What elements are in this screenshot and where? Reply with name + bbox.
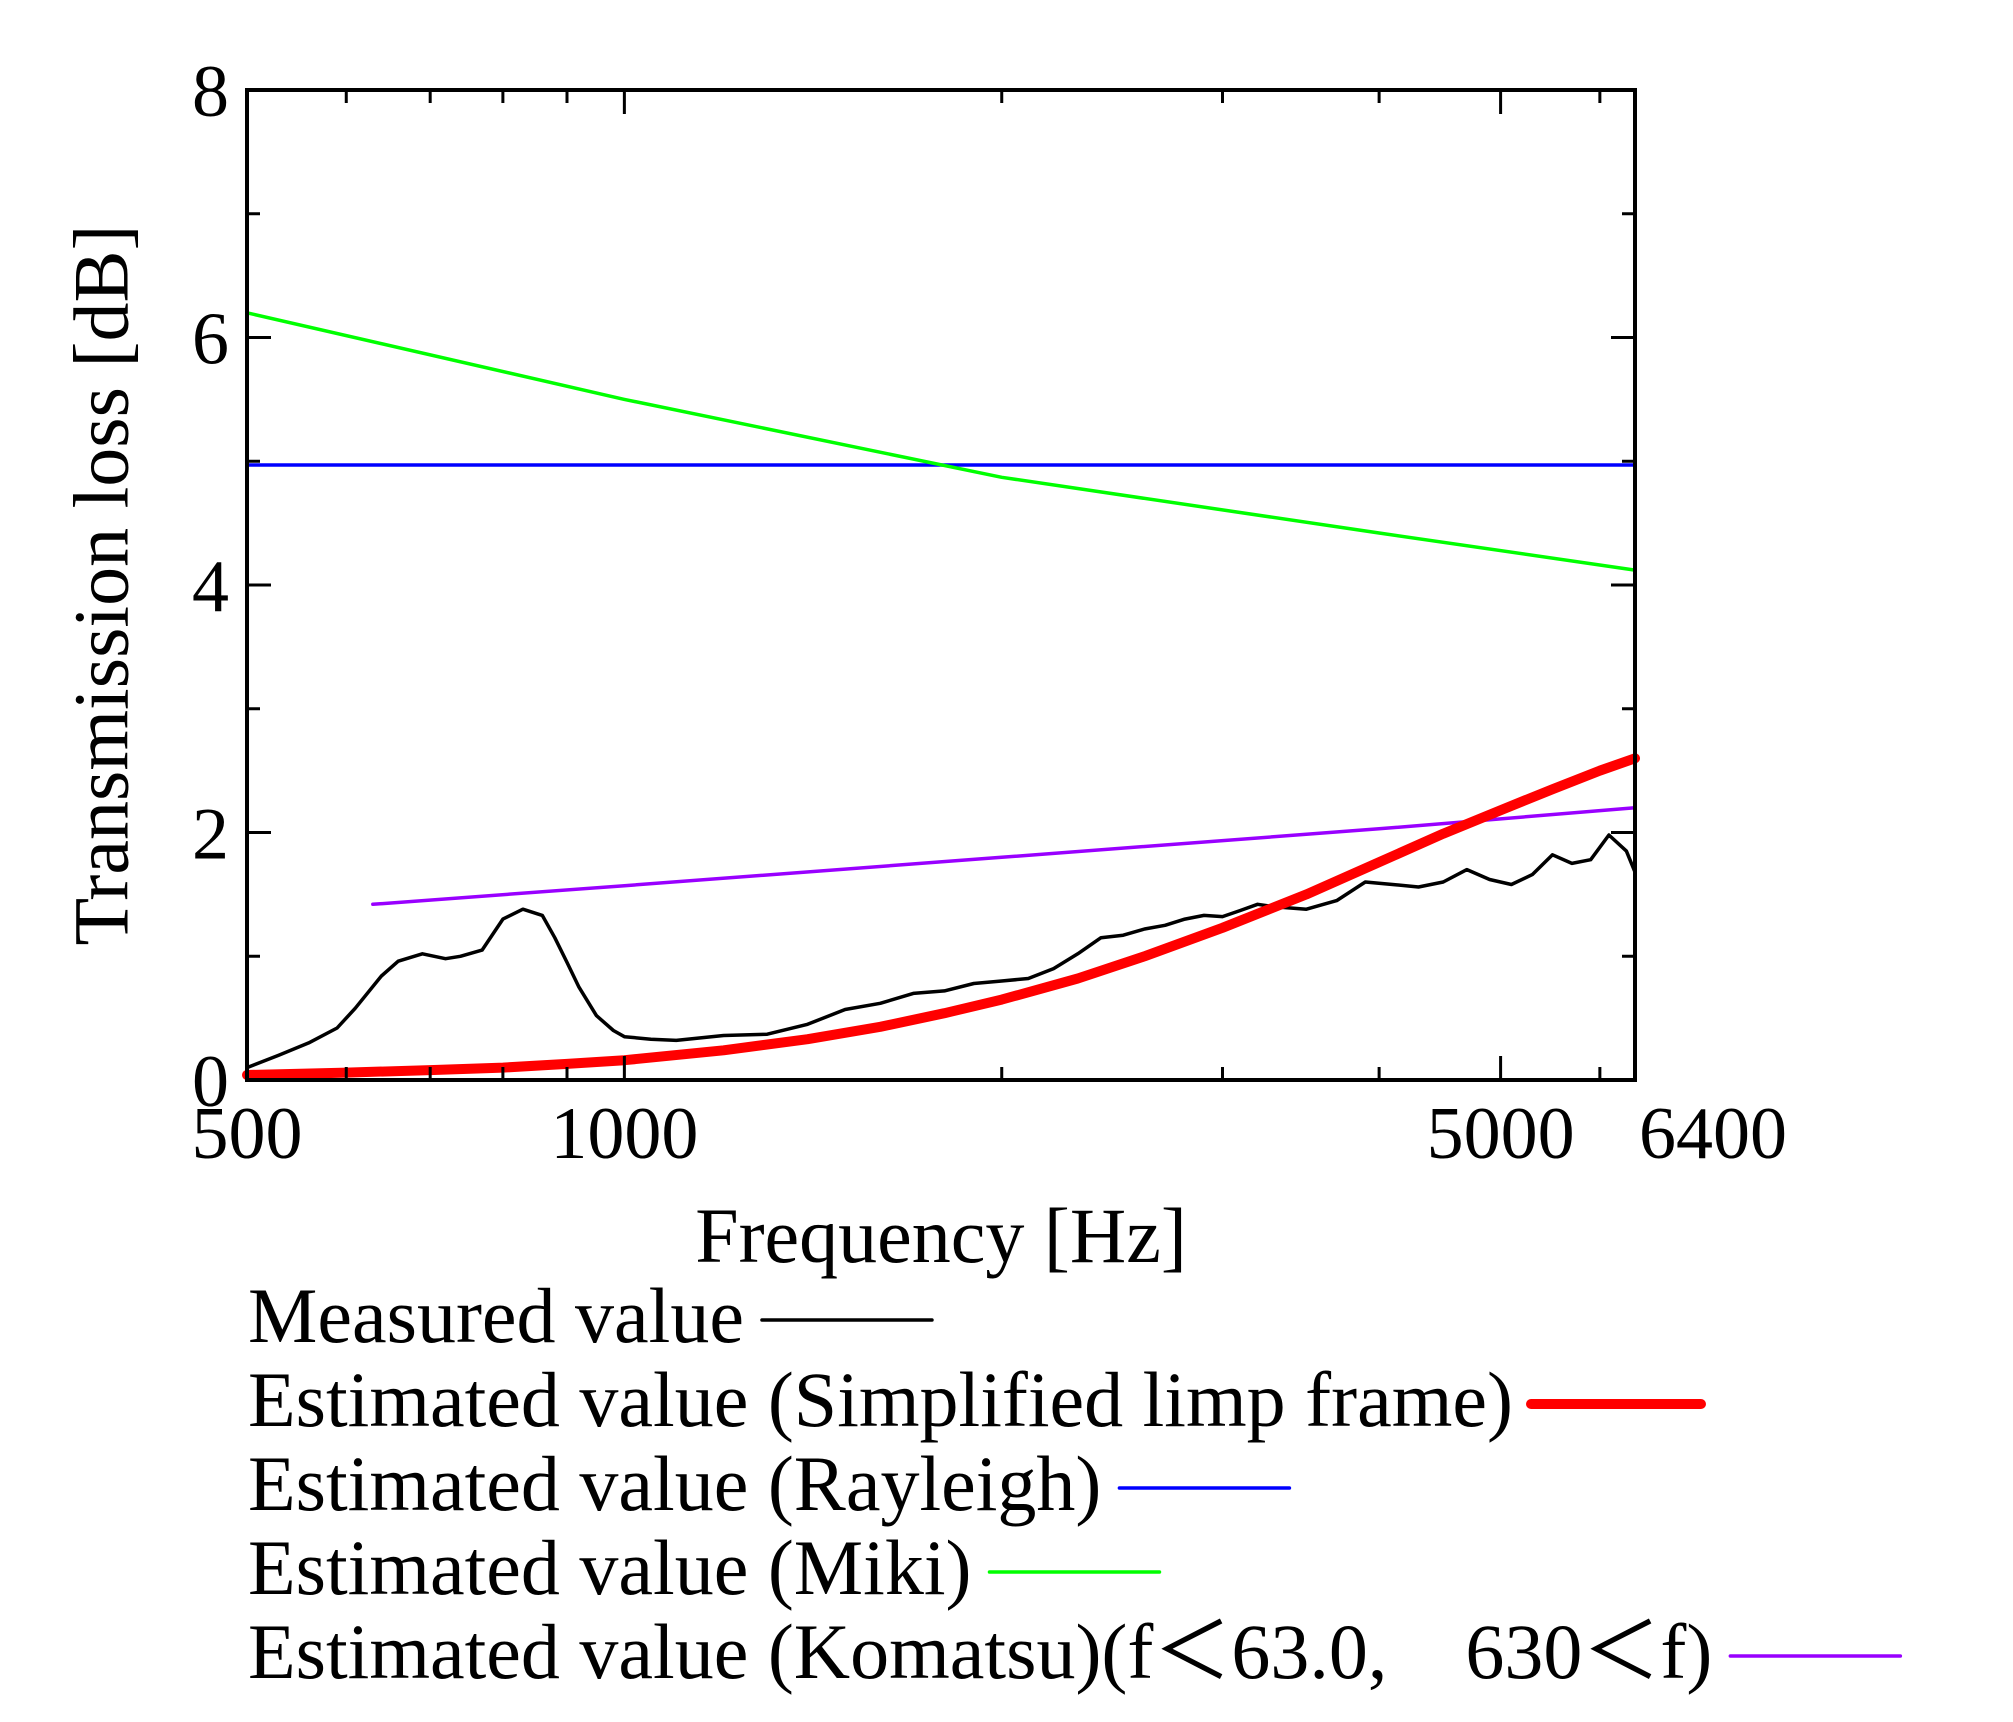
plot-lines [242,311,1640,1080]
series-line-1 [242,753,1640,1080]
y-tick-label: 2 [192,794,229,876]
y-axis-label: Transmission loss [dB] [57,225,144,946]
axis-ticks [245,88,1637,1082]
legend-label-0: Measured value [248,1272,744,1359]
x-tick-label: 500 [192,1093,303,1175]
y-tick-label: 4 [192,546,229,628]
series-line-0 [245,833,1637,1070]
series-line-3 [245,311,1637,572]
x-tick-label: 1000 [550,1093,698,1175]
plot-frame [245,88,1637,1082]
y-tick-label: 0 [192,1041,229,1123]
x-axis-label: Frequency [Hz] [695,1192,1187,1279]
tick-labels: 0 2 4 6 8 500 1000 5000 6400 [192,51,1788,1175]
x-tick-label: 5000 [1427,1093,1575,1175]
legend-label-2: Estimated value (Rayleigh) [248,1440,1101,1527]
y-tick-label: 8 [192,51,229,133]
legend-label-4: Estimated value (Komatsu)(f＜63.0, 630＜f) [248,1608,1712,1695]
legend-label-1: Estimated value (Simplified limp frame) [248,1356,1513,1443]
series-line-4 [371,806,1637,907]
legend-label-3: Estimated value (Miki) [248,1524,971,1611]
x-tick-label: 6400 [1639,1093,1787,1175]
y-tick-label: 6 [192,299,229,381]
